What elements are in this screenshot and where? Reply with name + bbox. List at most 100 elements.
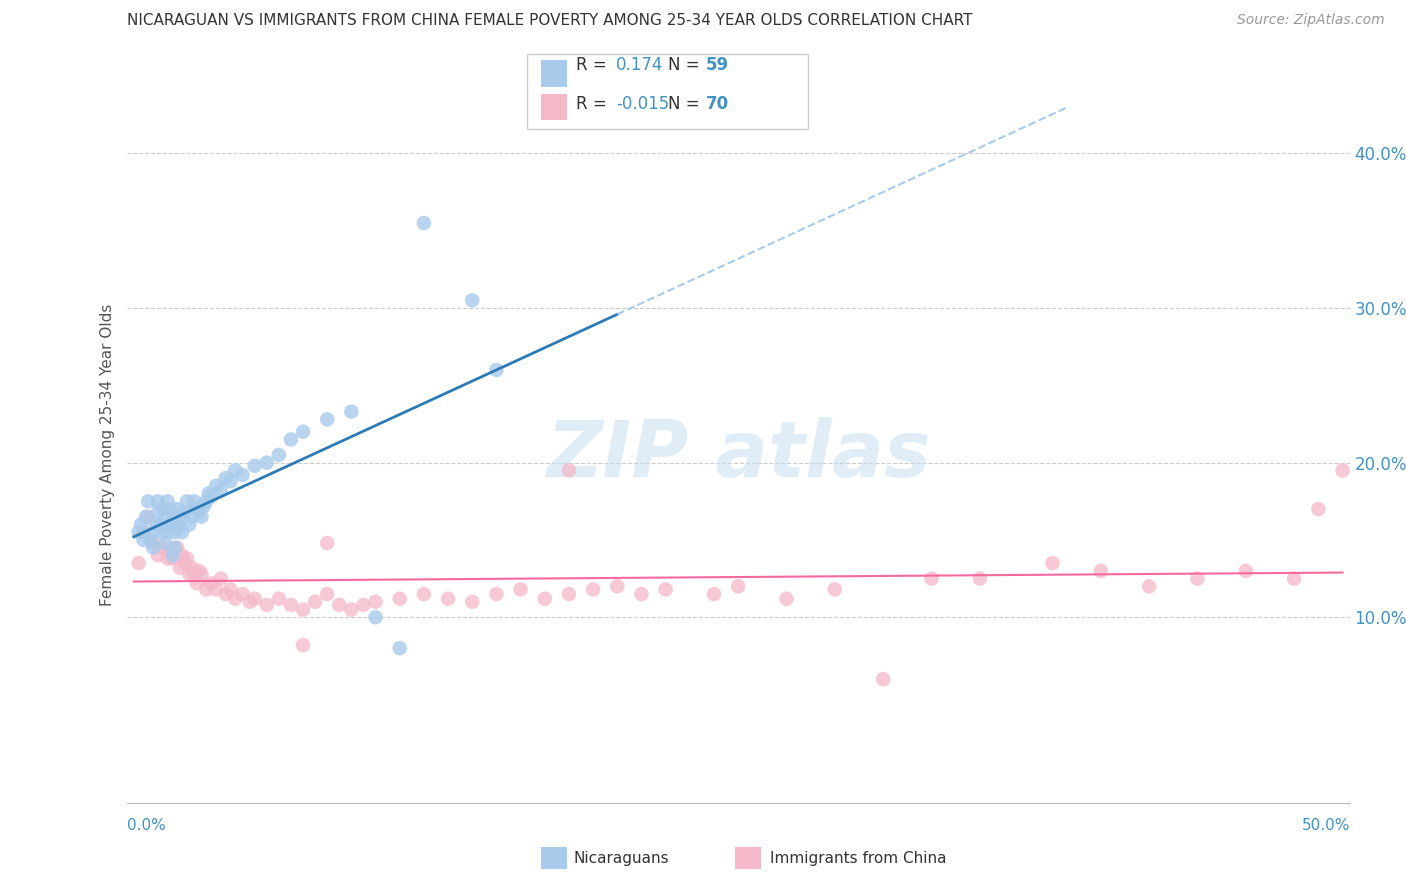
Point (197, 486, 219, 500)
Point (183, 566, 205, 581)
Point (128, 525, 150, 540)
Point (292, 425, 315, 439)
Point (727, 579, 749, 593)
Point (1331, 463, 1354, 477)
Point (703, 587, 725, 601)
Text: ZIP atlas: ZIP atlas (546, 417, 931, 493)
Point (179, 517, 201, 532)
Point (232, 468, 254, 483)
Text: 70: 70 (706, 95, 728, 113)
Point (224, 463, 246, 477)
Point (162, 549, 184, 563)
Point (219, 474, 242, 488)
Point (188, 564, 211, 578)
Point (824, 582, 846, 597)
Point (485, 587, 508, 601)
Point (190, 509, 212, 524)
Point (166, 517, 188, 532)
Point (872, 672, 894, 686)
Point (316, 587, 339, 601)
Point (162, 551, 184, 566)
Point (156, 494, 179, 508)
Point (155, 536, 177, 550)
Point (267, 448, 290, 462)
Point (214, 471, 236, 485)
Point (316, 536, 339, 550)
Point (239, 595, 262, 609)
Point (180, 561, 202, 575)
Point (135, 509, 157, 524)
Point (186, 502, 208, 516)
Point (152, 502, 174, 516)
Point (292, 638, 315, 652)
Point (509, 582, 531, 597)
Point (340, 602, 363, 616)
Point (172, 509, 194, 524)
Point (461, 293, 484, 308)
Point (156, 525, 179, 540)
Point (146, 549, 169, 563)
Point (169, 561, 191, 575)
Point (159, 545, 181, 559)
Text: 59: 59 (706, 56, 728, 74)
Point (243, 591, 266, 606)
Point (166, 541, 188, 555)
Point (188, 505, 211, 519)
Point (364, 610, 387, 624)
Point (1187, 572, 1209, 586)
Point (180, 509, 202, 524)
Text: R =: R = (576, 56, 613, 74)
Point (190, 566, 212, 581)
Point (179, 566, 201, 581)
Point (582, 582, 605, 597)
Point (172, 525, 194, 540)
Point (280, 598, 302, 612)
Point (205, 479, 228, 493)
Point (193, 499, 215, 513)
Point (145, 517, 167, 532)
Point (172, 549, 194, 563)
Text: -0.015: -0.015 (616, 95, 669, 113)
Point (139, 533, 162, 547)
Point (159, 502, 181, 516)
Point (775, 591, 797, 606)
Point (176, 494, 198, 508)
Point (606, 579, 628, 593)
Point (186, 576, 208, 591)
Point (558, 587, 581, 601)
Point (412, 587, 434, 601)
Point (461, 595, 484, 609)
Point (437, 591, 460, 606)
Point (1282, 572, 1305, 586)
Point (209, 572, 232, 586)
Point (267, 591, 290, 606)
Point (388, 641, 411, 656)
Point (1137, 579, 1160, 593)
Point (128, 556, 150, 570)
Point (156, 551, 179, 566)
Point (200, 490, 222, 504)
Point (163, 525, 186, 540)
Point (205, 582, 228, 597)
Point (1308, 502, 1330, 516)
Point (195, 494, 218, 508)
Point (159, 520, 181, 534)
Text: R =: R = (576, 95, 613, 113)
Text: 50.0%: 50.0% (1302, 818, 1350, 832)
Point (209, 483, 232, 498)
Point (654, 582, 676, 597)
Point (388, 591, 411, 606)
Point (146, 494, 169, 508)
Point (142, 536, 165, 550)
Point (176, 551, 198, 566)
Point (163, 541, 186, 555)
Point (152, 525, 174, 540)
Text: 0.174: 0.174 (616, 56, 664, 74)
Point (1090, 564, 1112, 578)
Text: 0.0%: 0.0% (127, 818, 166, 832)
Point (162, 515, 184, 529)
Text: Source: ZipAtlas.com: Source: ZipAtlas.com (1237, 13, 1385, 28)
Point (256, 456, 278, 470)
Point (214, 587, 236, 601)
Point (149, 517, 172, 532)
